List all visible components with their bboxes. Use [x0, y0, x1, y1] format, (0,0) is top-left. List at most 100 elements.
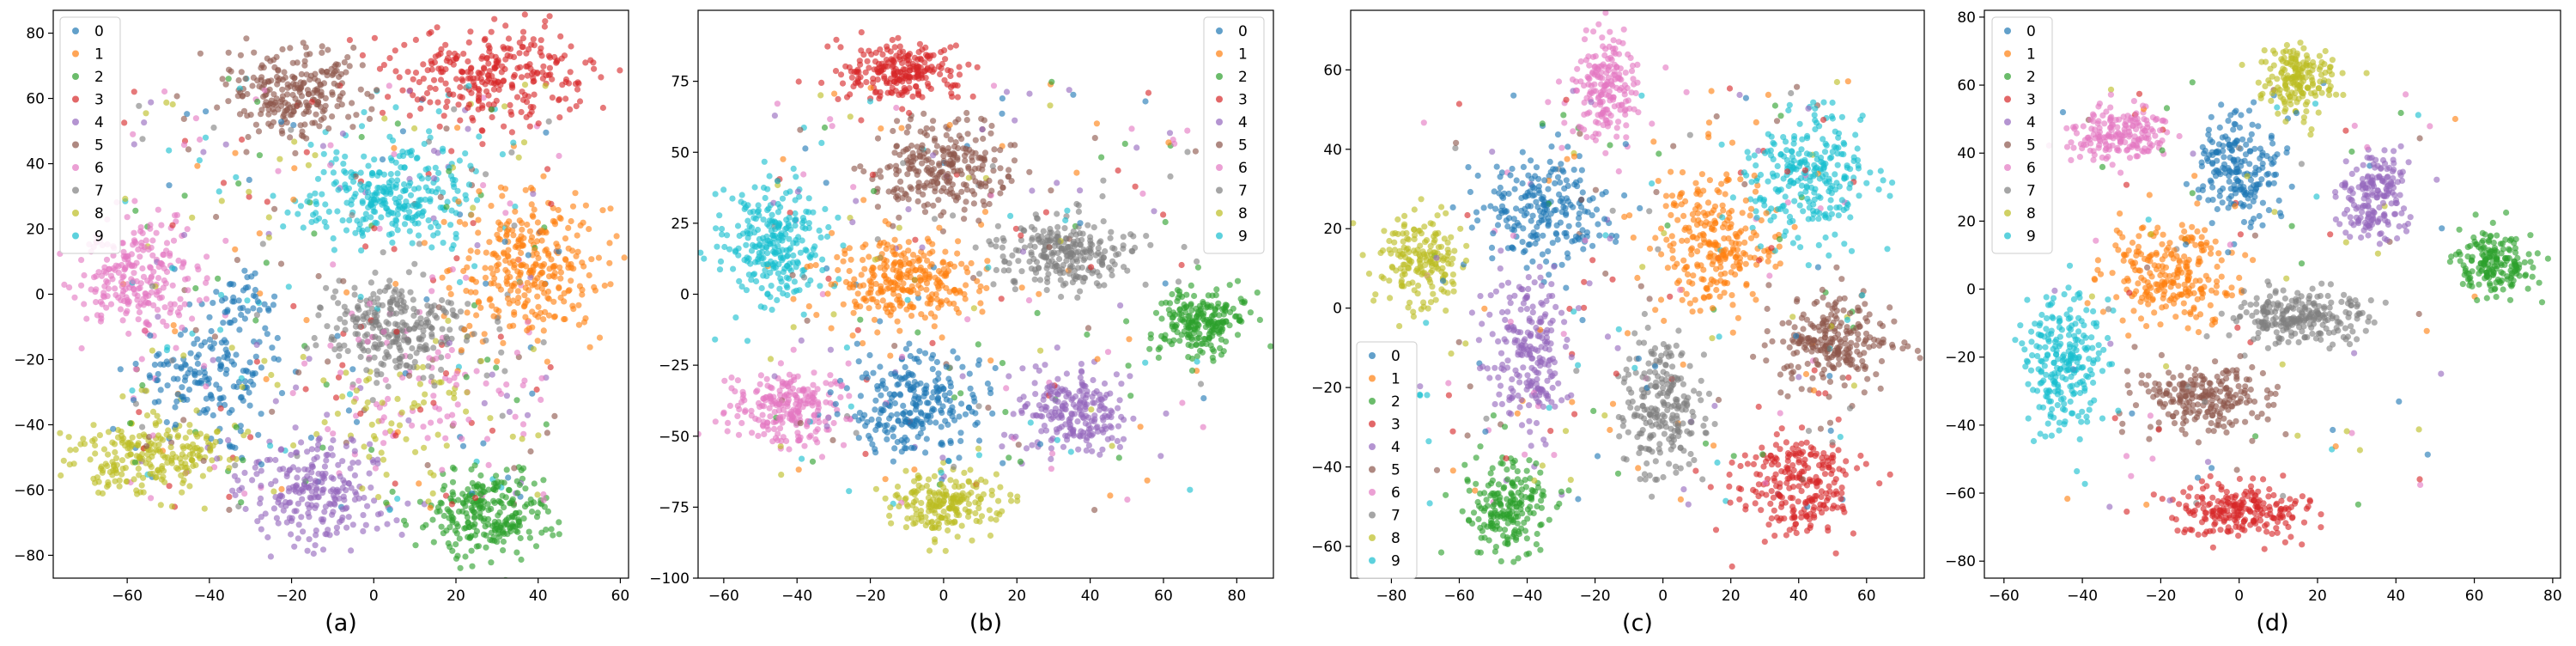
- data-point-class-9: [759, 245, 765, 251]
- data-point-class-9: [280, 223, 286, 229]
- data-point-class-0: [354, 419, 360, 425]
- data-point-class-5: [244, 91, 250, 97]
- data-point-class-8: [182, 471, 188, 477]
- data-point-class-3: [909, 94, 915, 100]
- data-point-class-6: [171, 238, 177, 244]
- data-point-class-6: [514, 350, 520, 356]
- data-point-class-5: [212, 333, 218, 339]
- data-point-class-4: [1089, 448, 1095, 454]
- data-point-class-9: [352, 230, 358, 236]
- data-point-class-8: [343, 369, 349, 375]
- data-point-class-2: [540, 477, 546, 483]
- data-point-class-6: [126, 299, 132, 305]
- data-point-class-6: [1026, 297, 1032, 303]
- data-point-class-3: [405, 69, 411, 75]
- data-point-class-8: [959, 523, 965, 529]
- data-point-class-6: [158, 260, 164, 266]
- data-point-class-8: [136, 466, 142, 472]
- data-point-class-4: [273, 398, 279, 404]
- data-point-class-2: [1163, 219, 1169, 225]
- data-point-class-1: [529, 201, 535, 207]
- data-point-class-7: [398, 288, 404, 294]
- data-point-class-5: [214, 105, 220, 111]
- data-point-class-1: [507, 288, 513, 294]
- data-point-class-4: [258, 527, 264, 533]
- data-point-class-7: [1000, 253, 1006, 259]
- data-point-class-9: [361, 109, 367, 115]
- data-point-class-0: [217, 395, 223, 401]
- data-point-class-5: [930, 203, 936, 209]
- data-point-class-6: [428, 288, 434, 294]
- data-point-class-3: [554, 58, 560, 64]
- data-point-class-9: [304, 198, 310, 204]
- data-point-class-6: [893, 105, 899, 111]
- data-point-class-8: [207, 466, 213, 472]
- data-point-class-3: [948, 90, 954, 96]
- data-point-class-5: [265, 78, 271, 84]
- data-point-class-8: [1109, 443, 1115, 449]
- data-point-class-5: [174, 93, 180, 99]
- data-point-class-4: [290, 464, 296, 470]
- data-point-class-7: [334, 325, 340, 331]
- data-point-class-9: [244, 297, 250, 303]
- data-point-class-0: [265, 308, 271, 314]
- data-point-class-1: [278, 486, 284, 492]
- data-point-class-0: [877, 318, 883, 324]
- data-point-class-8: [153, 474, 159, 480]
- data-point-class-0: [959, 364, 965, 370]
- data-point-class-5: [256, 128, 262, 134]
- data-point-class-7: [430, 344, 436, 350]
- data-point-class-1: [530, 212, 536, 218]
- data-point-class-4: [364, 503, 370, 509]
- data-point-class-2: [469, 522, 475, 528]
- data-point-class-7: [1015, 258, 1021, 264]
- data-point-class-1: [558, 295, 564, 301]
- data-point-class-0: [957, 430, 963, 436]
- data-point-class-1: [495, 235, 501, 241]
- data-point-class-4: [431, 175, 437, 181]
- data-point-class-1: [866, 253, 872, 259]
- data-point-class-6: [131, 278, 137, 284]
- data-point-class-6: [167, 301, 173, 307]
- data-point-class-2: [215, 276, 221, 282]
- data-point-class-0: [227, 410, 233, 416]
- data-point-class-1: [579, 291, 585, 297]
- data-point-class-5: [243, 35, 249, 41]
- data-point-class-4: [507, 409, 513, 415]
- data-point-class-9: [447, 222, 453, 228]
- data-point-class-8: [975, 505, 981, 511]
- data-point-class-7: [133, 401, 139, 407]
- data-point-class-4: [1054, 344, 1060, 350]
- data-point-class-2: [550, 533, 556, 539]
- data-point-class-7: [416, 335, 422, 341]
- data-point-class-8: [153, 447, 159, 453]
- data-point-class-9: [401, 181, 407, 187]
- data-point-class-3: [444, 99, 450, 105]
- data-point-class-1: [475, 229, 481, 235]
- data-point-class-8: [57, 430, 63, 436]
- data-point-class-0: [227, 281, 233, 287]
- data-point-class-1: [860, 197, 866, 203]
- x-tick-label: −40: [194, 588, 225, 605]
- data-point-class-6: [118, 297, 124, 303]
- data-point-class-1: [1036, 291, 1042, 297]
- data-point-class-8: [261, 358, 267, 364]
- data-point-class-9: [427, 196, 433, 202]
- data-point-class-4: [1029, 442, 1035, 448]
- legend-marker: [72, 210, 79, 216]
- data-point-class-0: [155, 377, 161, 383]
- data-point-class-9: [846, 488, 852, 494]
- data-point-class-1: [841, 302, 847, 308]
- data-point-class-2: [501, 479, 507, 485]
- legend-label: 6: [94, 160, 104, 177]
- data-point-class-6: [521, 378, 527, 384]
- data-point-class-6: [161, 277, 167, 283]
- data-point-class-7: [1080, 231, 1086, 237]
- data-point-class-1: [569, 303, 575, 309]
- data-point-class-3: [476, 86, 482, 92]
- data-point-class-4: [350, 521, 356, 527]
- data-point-class-0: [164, 419, 170, 425]
- data-point-class-7: [990, 281, 996, 287]
- data-point-class-7: [546, 119, 552, 125]
- data-point-class-9: [295, 211, 301, 217]
